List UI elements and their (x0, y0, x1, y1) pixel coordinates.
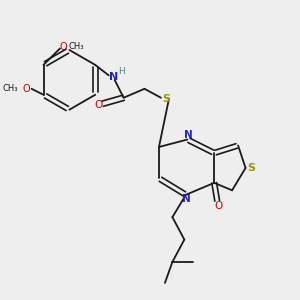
Text: S: S (247, 163, 255, 173)
Text: O: O (94, 100, 103, 110)
Text: H: H (118, 67, 125, 76)
Text: S: S (162, 94, 170, 103)
Text: O: O (214, 201, 223, 211)
Text: N: N (184, 130, 192, 140)
Text: O: O (22, 84, 30, 94)
Text: N: N (182, 194, 191, 204)
Text: CH₃: CH₃ (3, 84, 18, 93)
Text: N: N (110, 72, 119, 82)
Text: O: O (60, 42, 67, 52)
Text: CH₃: CH₃ (69, 43, 84, 52)
